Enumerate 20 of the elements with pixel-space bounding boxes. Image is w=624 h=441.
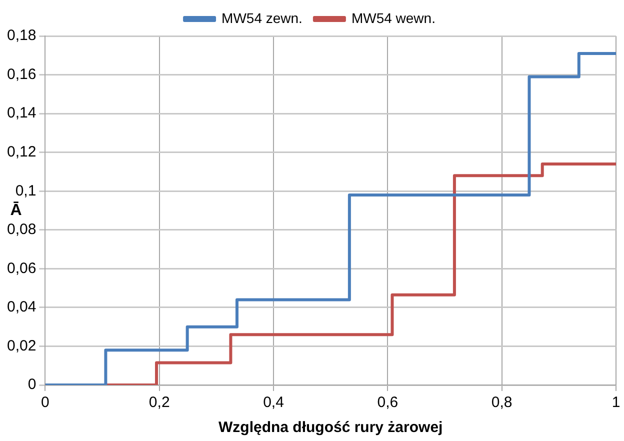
x-tick-label: 0,8 [491,394,512,412]
y-tick-label: 0,12 [6,143,36,160]
y-tick-label: 0 [28,376,36,394]
y-tick-label: 0,1 [15,182,36,200]
x-tick-label: 0 [41,394,50,412]
y-tick-label: 0,02 [6,337,36,354]
x-tick-label: 0,2 [148,394,170,412]
x-axis-title: Względna długość rury żarowej [218,419,443,436]
legend-label: MW54 wewn. [351,10,436,26]
y-tick-label: 0,06 [6,260,36,277]
legend-label: MW54 zewn. [222,10,302,26]
y-tick-label: 0,16 [6,66,36,83]
y-tick-label: 0,14 [6,104,36,122]
x-tick-label: 0,6 [377,394,398,412]
y-tick-label: 0,08 [6,221,36,238]
y-axis-title: Ā [10,200,22,219]
x-tick-label: 1 [612,394,620,412]
y-tick-label: 0,18 [6,27,36,44]
x-tick-label: 0,4 [263,394,284,412]
y-tick-label: 0,04 [6,298,36,316]
